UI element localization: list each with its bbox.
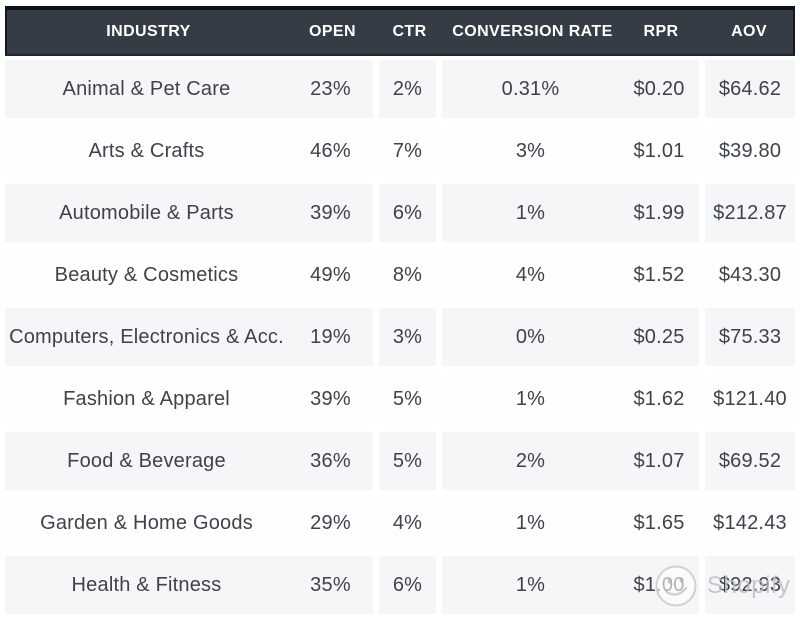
table-row: Automobile & Parts 39% 6% 1% $1.99 $212.… [5,184,795,242]
cell-industry: Health & Fitness [71,573,222,596]
cell-aov: $43.30 [699,246,795,304]
cell-conversion-rate: 1% [515,201,546,224]
cell-conversion-rate: 0% [515,325,546,348]
cell-ctr: 3% [373,308,442,366]
cell-ctr: 8% [373,246,442,304]
table-body: Animal & Pet Care 23% 2% 0.31% $0.20 $64… [5,60,795,614]
cell-industry: Arts & Crafts [88,139,205,162]
cell-industry: Fashion & Apparel [63,387,230,410]
cell-industry: Food & Beverage [67,449,226,472]
table-row: Animal & Pet Care 23% 2% 0.31% $0.20 $64… [5,60,795,118]
cell-aov: $75.33 [699,308,795,366]
cell-open-rate: 23% [310,77,351,100]
column-header-aov: AOV [731,23,767,40]
cell-ctr: 6% [373,184,442,242]
cell-conversion-rate: 4% [515,263,546,286]
cell-rpr: $1.07 [633,449,685,472]
table-row: Computers, Electronics & Acc. 19% 3% 0% … [5,308,795,366]
table-header-row: INDUSTRY OPEN CTR CONVERSION RATE RPR AO… [5,6,795,56]
cell-open-rate: 39% [310,387,351,410]
cell-rpr: $1.00 [633,573,685,596]
cell-rpr: $1.65 [633,511,685,534]
cell-open-rate: 39% [310,201,351,224]
cell-conversion-rate: 1% [515,387,546,410]
cell-rpr: $0.25 [633,325,685,348]
table-row: Health & Fitness 35% 6% 1% $1.00 $92.93 [5,556,795,614]
cell-open-rate: 35% [310,573,351,596]
cell-open-rate: 36% [310,449,351,472]
column-header-conversion-rate: CONVERSION RATE [452,23,613,40]
cell-aov: $64.62 [699,60,795,118]
cell-ctr: 2% [373,60,442,118]
cell-rpr: $1.62 [633,387,685,410]
cell-rpr: $0.20 [633,77,685,100]
cell-ctr: 4% [373,494,442,552]
cell-ctr: 5% [373,432,442,490]
cell-industry: Animal & Pet Care [62,77,231,100]
cell-open-rate: 19% [310,325,351,348]
table-row: Garden & Home Goods 29% 4% 1% $1.65 $142… [5,494,795,552]
cell-conversion-rate: 3% [515,139,546,162]
cell-ctr: 7% [373,122,442,180]
table-row: Arts & Crafts 46% 7% 3% $1.01 $39.80 [5,122,795,180]
cell-ctr: 5% [373,370,442,428]
cell-industry: Computers, Electronics & Acc. [9,325,284,348]
cell-conversion-rate: 0.31% [501,77,560,100]
cell-aov: $69.52 [699,432,795,490]
table-row: Food & Beverage 36% 5% 2% $1.07 $69.52 [5,432,795,490]
column-header-industry: INDUSTRY [106,23,191,40]
table-row: Beauty & Cosmetics 49% 8% 4% $1.52 $43.3… [5,246,795,304]
cell-conversion-rate: 2% [515,449,546,472]
industry-benchmarks-table: INDUSTRY OPEN CTR CONVERSION RATE RPR AO… [5,6,795,614]
cell-aov: $212.87 [699,184,795,242]
cell-aov: $142.43 [699,494,795,552]
table-row: Fashion & Apparel 39% 5% 1% $1.62 $121.4… [5,370,795,428]
cell-conversion-rate: 1% [515,573,546,596]
cell-rpr: $1.01 [633,139,685,162]
cell-open-rate: 49% [310,263,351,286]
cell-industry: Beauty & Cosmetics [54,263,239,286]
column-header-rpr: RPR [643,23,679,40]
cell-rpr: $1.99 [633,201,685,224]
cell-ctr: 6% [373,556,442,614]
column-header-ctr: CTR [392,23,427,40]
cell-aov: $121.40 [699,370,795,428]
cell-rpr: $1.52 [633,263,685,286]
cell-aov: $39.80 [699,122,795,180]
cell-open-rate: 46% [310,139,351,162]
cell-conversion-rate: 1% [515,511,546,534]
cell-industry: Automobile & Parts [59,201,234,224]
column-header-open: OPEN [309,23,356,40]
cell-aov: $92.93 [699,556,795,614]
cell-industry: Garden & Home Goods [40,511,253,534]
cell-open-rate: 29% [310,511,351,534]
